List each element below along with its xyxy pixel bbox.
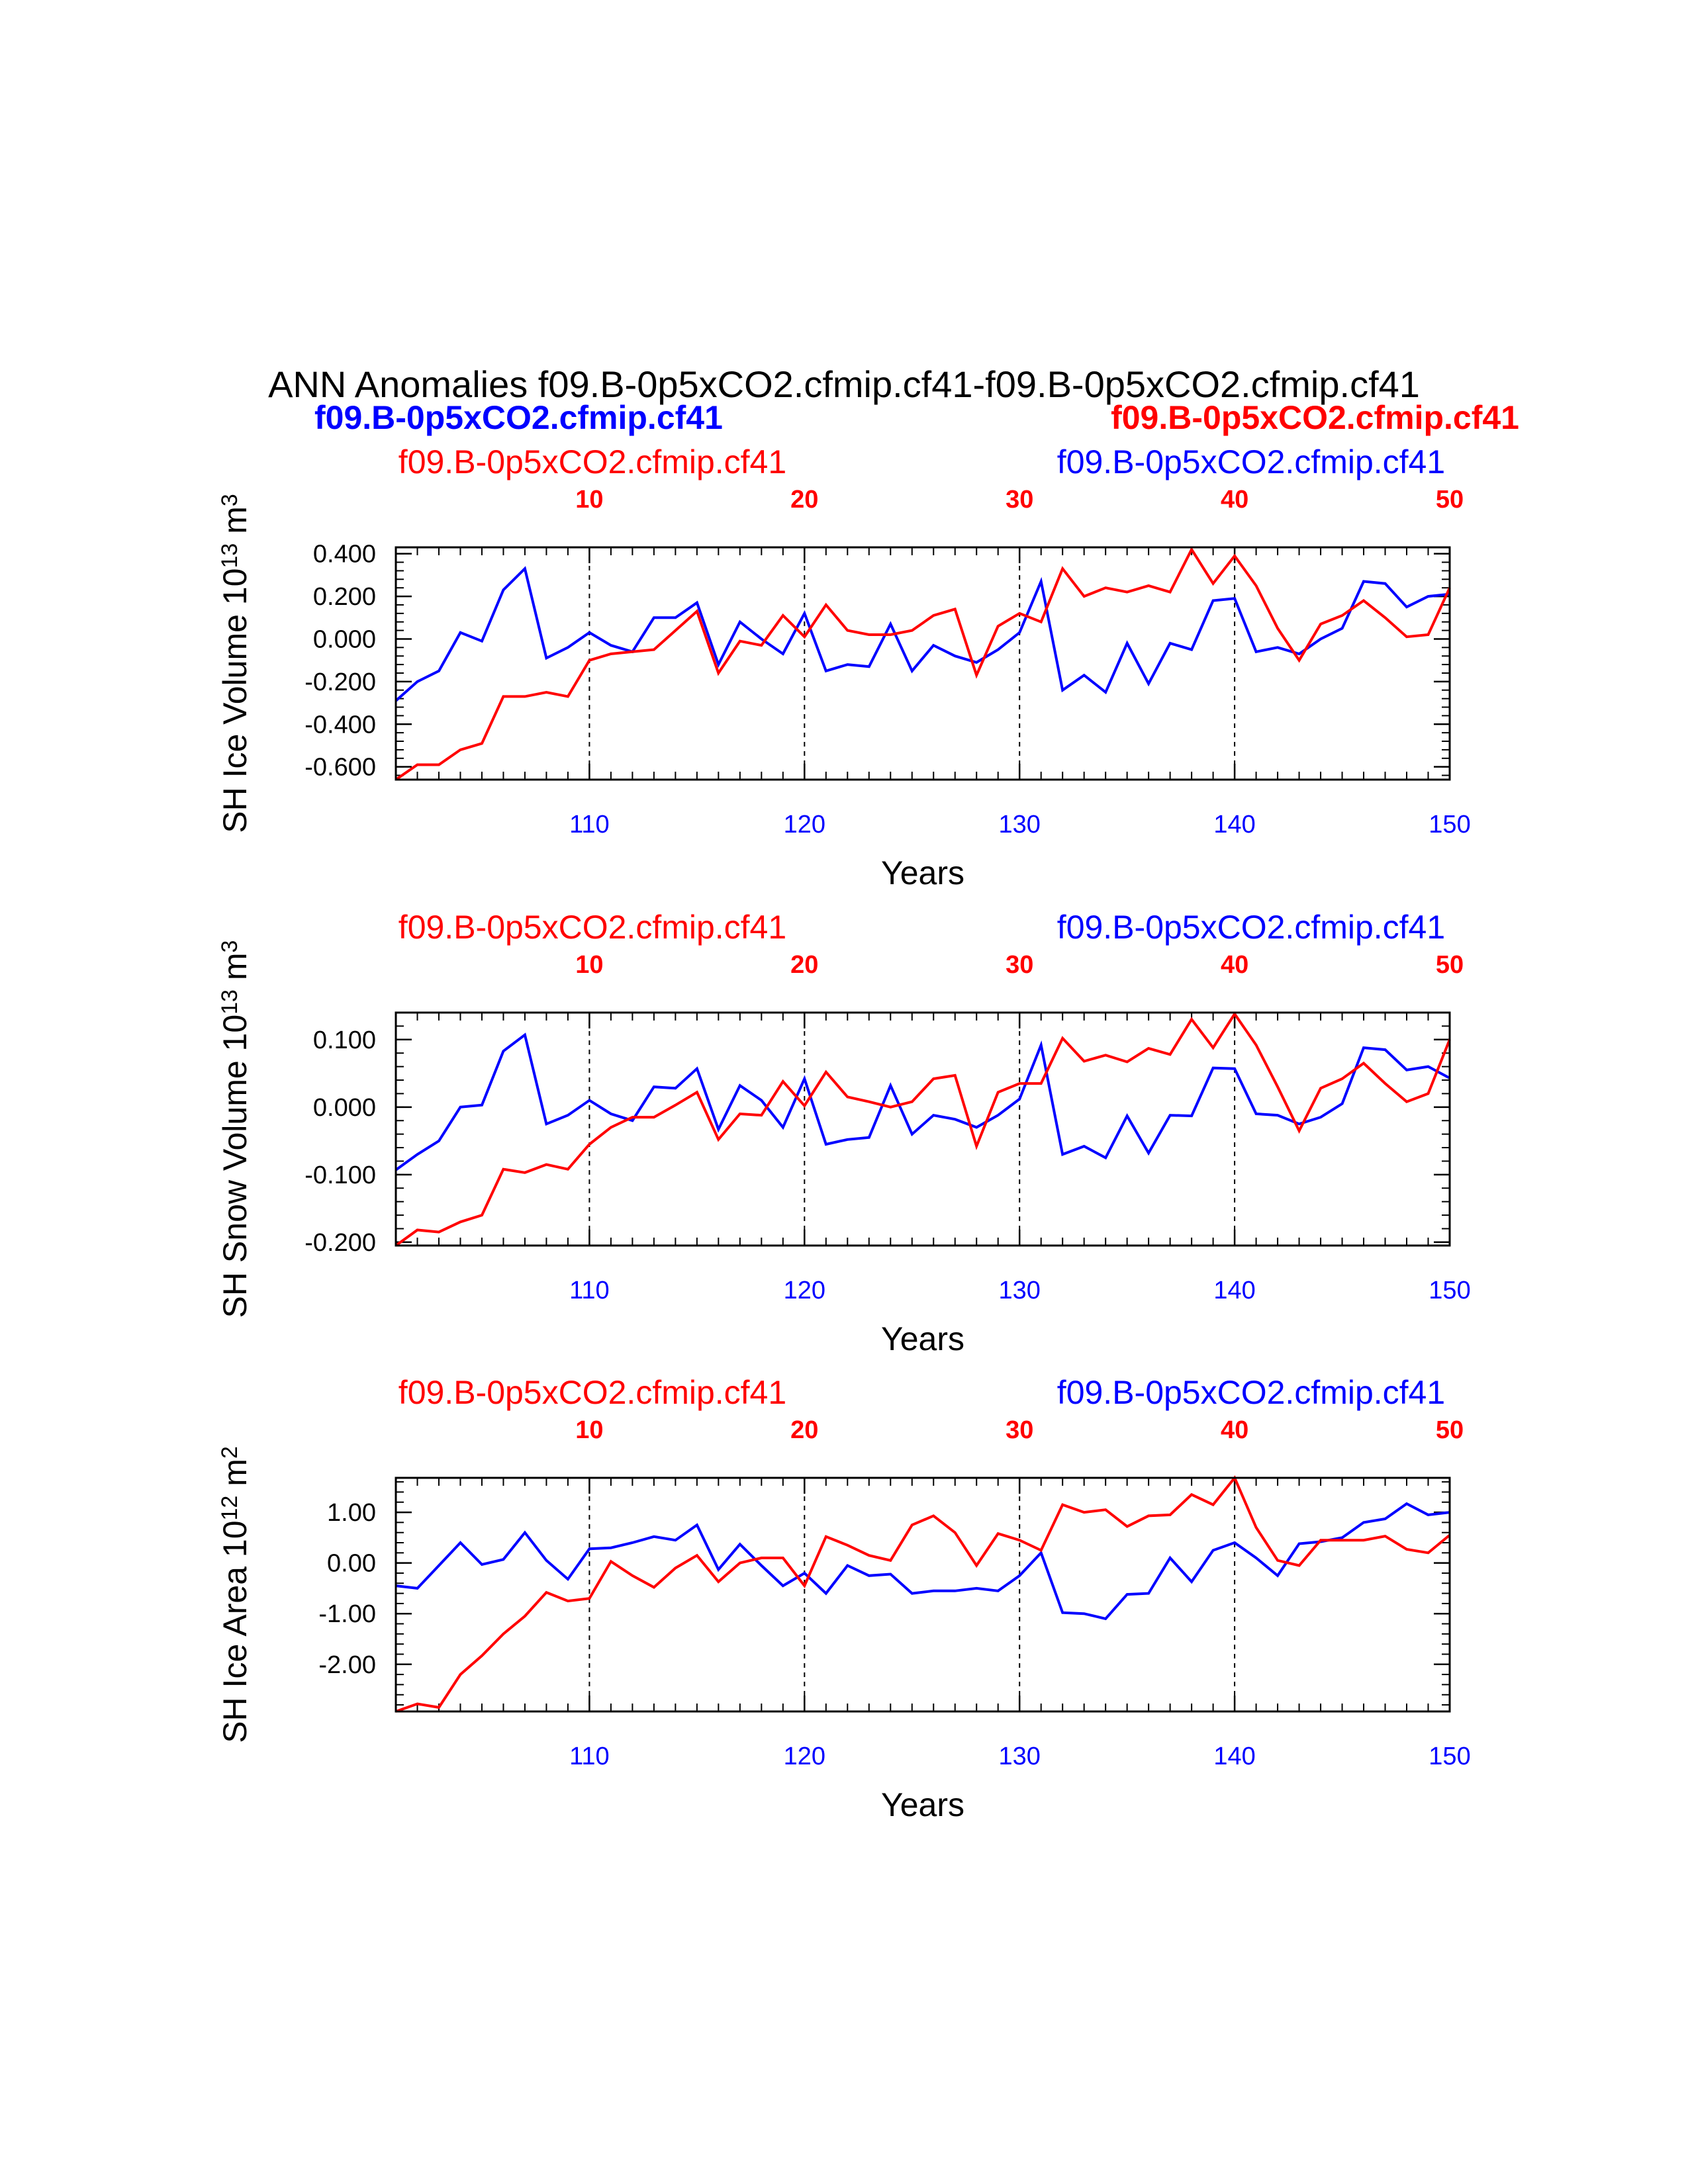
x-top-tick-label: 30	[1006, 951, 1033, 979]
x-top-tick-label: 50	[1436, 486, 1464, 514]
panel-top-left-label: f09.B-0p5xCO2.cfmip.cf41	[399, 909, 786, 946]
series-line-blue	[395, 1032, 1450, 1171]
x-top-tick-label: 20	[790, 486, 818, 514]
x-axis-label: Years	[881, 854, 964, 891]
panel-top-right-label: f09.B-0p5xCO2.cfmip.cf41	[1057, 1374, 1445, 1411]
plot-frame	[395, 1011, 1451, 1247]
figure-title: ANN Anomalies f09.B-0p5xCO2.cfmip.cf41-f…	[268, 363, 1420, 405]
x-top-tick-label: 40	[1221, 951, 1248, 979]
x-bottom-tick-label: 110	[569, 1743, 610, 1770]
x-top-tick-label: 10	[575, 951, 603, 979]
series-line-blue	[395, 1502, 1450, 1621]
x-top-tick-label: 40	[1221, 486, 1248, 514]
y-axis-label-exp2: 3	[217, 940, 242, 953]
y-tick-label: 0.000	[313, 625, 376, 653]
y-axis-label: SH Ice Area 1012 m2	[216, 1446, 254, 1743]
x-bottom-tick-label: 130	[999, 811, 1041, 839]
x-top-tick-label: 50	[1436, 951, 1464, 979]
series-line-red	[395, 1011, 1451, 1247]
y-tick-label: 0.000	[313, 1094, 376, 1122]
y-axis-label-exp1: 13	[217, 989, 242, 1015]
x-bottom-tick-label: 110	[569, 811, 610, 839]
x-bottom-tick-label: 150	[1429, 811, 1470, 839]
y-axis-label-exp2: 2	[217, 1446, 242, 1459]
y-axis-label-unit: m	[216, 1459, 254, 1496]
x-axis-label: Years	[881, 1786, 964, 1823]
y-axis-label-text: SH Ice Area 10	[216, 1520, 254, 1743]
y-tick-label: -0.200	[305, 668, 376, 696]
x-bottom-tick-label: 130	[999, 1277, 1041, 1304]
panel-snow-volume: f09.B-0p5xCO2.cfmip.cf41 f09.B-0p5xCO2.cf…	[216, 909, 1471, 1357]
plot-frame	[395, 1477, 1451, 1713]
x-top-tick-label: 10	[575, 1416, 603, 1444]
y-tick-label: -0.100	[305, 1161, 376, 1189]
x-top-tick-label: 10	[575, 486, 603, 514]
y-tick-label: -0.400	[305, 711, 376, 739]
series-line-blue	[395, 566, 1450, 702]
y-axis-label-exp1: 13	[217, 543, 242, 569]
legend-left-bold: f09.B-0p5xCO2.cfmip.cf41	[314, 399, 723, 436]
x-top-tick-label: 40	[1221, 1416, 1248, 1444]
y-tick-label: 0.400	[313, 541, 376, 569]
y-tick-label: -2.00	[318, 1651, 376, 1679]
plot-frame	[395, 546, 1451, 781]
y-tick-label: 1.00	[327, 1499, 376, 1527]
y-tick-label: 0.100	[313, 1026, 376, 1054]
y-axis-label-unit: m	[216, 952, 254, 989]
legend-right-bold: f09.B-0p5xCO2.cfmip.cf41	[1111, 399, 1519, 436]
y-axis-label-exp2: 3	[217, 494, 242, 506]
x-bottom-tick-label: 140	[1213, 1277, 1255, 1304]
series-line-red	[395, 547, 1451, 781]
x-top-tick-label: 20	[790, 951, 818, 979]
x-bottom-tick-label: 140	[1213, 1743, 1255, 1770]
x-bottom-tick-label: 140	[1213, 811, 1255, 839]
y-axis-label-text: SH Ice Volume 10	[216, 569, 254, 833]
y-tick-label: -1.00	[318, 1600, 376, 1628]
x-bottom-tick-label: 150	[1429, 1743, 1470, 1770]
y-tick-label: 0.00	[327, 1550, 376, 1578]
y-tick-label: -0.200	[305, 1229, 376, 1257]
x-top-tick-label: 30	[1006, 486, 1033, 514]
panel-top-right-label: f09.B-0p5xCO2.cfmip.cf41	[1057, 909, 1445, 946]
x-top-tick-label: 50	[1436, 1416, 1464, 1444]
x-bottom-tick-label: 150	[1429, 1277, 1470, 1304]
series-line-red	[395, 1475, 1451, 1713]
y-axis-label-unit: m	[216, 506, 254, 543]
x-bottom-tick-label: 110	[569, 1277, 610, 1304]
x-bottom-tick-label: 130	[999, 1743, 1041, 1770]
x-bottom-tick-label: 120	[784, 811, 825, 839]
y-axis-label: SH Ice Volume 1013 m3	[216, 494, 254, 833]
y-axis-label: SH Snow Volume 1013 m3	[216, 940, 254, 1318]
x-bottom-tick-label: 120	[784, 1277, 825, 1304]
x-top-tick-label: 20	[790, 1416, 818, 1444]
x-top-tick-label: 30	[1006, 1416, 1033, 1444]
panel-top-left-label: f09.B-0p5xCO2.cfmip.cf41	[399, 1374, 786, 1411]
y-axis-label-exp1: 12	[217, 1496, 242, 1521]
y-tick-label: -0.600	[305, 754, 376, 782]
x-axis-label: Years	[881, 1320, 964, 1357]
x-bottom-tick-label: 120	[784, 1743, 825, 1770]
panel-ice-area: f09.B-0p5xCO2.cfmip.cf41 f09.B-0p5xCO2.cf…	[216, 1374, 1471, 1823]
panel-top-right-label: f09.B-0p5xCO2.cfmip.cf41	[1057, 443, 1445, 480]
y-tick-label: 0.200	[313, 583, 376, 611]
panel-ice-volume: f09.B-0p5xCO2.cfmip.cf41 f09.B-0p5xCO2.cf…	[216, 443, 1471, 891]
y-axis-label-text: SH Snow Volume 10	[216, 1015, 254, 1318]
panel-top-left-label: f09.B-0p5xCO2.cfmip.cf41	[399, 443, 786, 480]
